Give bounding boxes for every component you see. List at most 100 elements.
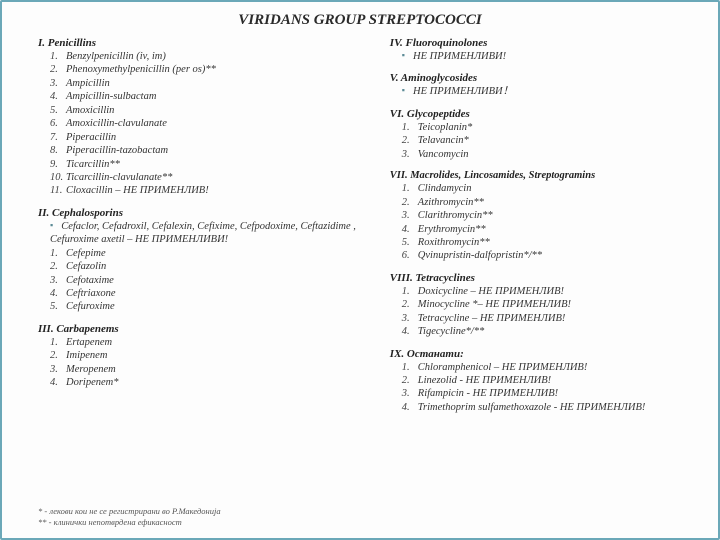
item-text: Roxithromycin** bbox=[418, 237, 490, 248]
list-item: 5.Roxithromycin** bbox=[402, 236, 690, 249]
item-number: 3. bbox=[402, 209, 418, 222]
item-number: 3. bbox=[50, 363, 66, 376]
item-text: Benzylpenicillin (iv, im) bbox=[66, 51, 166, 62]
list-item: 8.Piperacillin-tazobactam bbox=[50, 144, 370, 157]
item-text: Piperacillin-tazobactam bbox=[66, 145, 168, 156]
item-number: 5. bbox=[50, 300, 66, 313]
footnote-line: ** - клинички непотврдена ефикасност bbox=[38, 517, 221, 528]
list-item: 3.Ampicillin bbox=[50, 77, 370, 90]
list-item: 6.Qvinupristin-dalfopristin*/** bbox=[402, 249, 690, 262]
section: VII. Macrolides, Lincosamides, Streptogr… bbox=[390, 170, 690, 263]
item-text: Meropenem bbox=[66, 364, 116, 375]
item-text: Ertapenem bbox=[66, 337, 112, 348]
item-number: 10. bbox=[50, 171, 66, 184]
item-text: Piperacillin bbox=[66, 132, 116, 143]
item-number: 2. bbox=[402, 196, 418, 209]
item-text: Clarithromycin** bbox=[418, 210, 493, 221]
footnote-line: * - лекови кои не се регистрирани во Р.М… bbox=[38, 506, 221, 517]
section: VI. Glycopeptides1.Teicoplanin*2.Telavan… bbox=[390, 108, 690, 161]
numbered-list: 1.Doxicycline – НЕ ПРИМЕНЛИВ!2.Minocycli… bbox=[390, 285, 690, 339]
list-item: 3.Rifampicin - НЕ ПРИМЕНЛИВ! bbox=[402, 387, 690, 400]
list-item: 3.Vancomycin bbox=[402, 148, 690, 161]
item-number: 2. bbox=[402, 134, 418, 147]
bulleted-list: НЕ ПРИМЕНЛИВИ！ bbox=[390, 85, 690, 98]
item-text: Doxicycline – НЕ ПРИМЕНЛИВ! bbox=[418, 286, 564, 297]
list-item: 2.Minocycline *– НЕ ПРИМЕНЛИВ! bbox=[402, 298, 690, 311]
list-item: 10.Ticarcillin-clavulanate** bbox=[50, 171, 370, 184]
section-heading: VI. Glycopeptides bbox=[390, 108, 690, 120]
right-column: IV. FluoroquinolonesНЕ ПРИМЕНЛИВИ! V. Ami… bbox=[390, 37, 690, 423]
item-number: 2. bbox=[50, 63, 66, 76]
list-item: 7.Piperacillin bbox=[50, 131, 370, 144]
item-number: 7. bbox=[50, 131, 66, 144]
list-item: 2.Azithromycin** bbox=[402, 196, 690, 209]
section: IV. FluoroquinolonesНЕ ПРИМЕНЛИВИ! bbox=[390, 37, 690, 63]
item-text: Ticarcillin-clavulanate** bbox=[66, 172, 172, 183]
item-text: Ampicillin-sulbactam bbox=[66, 91, 156, 102]
section-heading: II. Cephalosporins bbox=[38, 207, 370, 219]
item-text: Linezolid - НЕ ПРИМЕНЛИВ! bbox=[418, 375, 551, 386]
item-number: 9. bbox=[50, 158, 66, 171]
list-item: 4.Ceftriaxone bbox=[50, 287, 370, 300]
list-item: 4.Ampicillin-sulbactam bbox=[50, 90, 370, 103]
list-item: 3.Clarithromycin** bbox=[402, 209, 690, 222]
list-item: 4.Doripenem* bbox=[50, 376, 370, 389]
list-item: 1.Chloramphenicol – НЕ ПРИМЕНЛИВ! bbox=[402, 361, 690, 374]
section: V. AminoglycosidesНЕ ПРИМЕНЛИВИ！ bbox=[390, 72, 690, 98]
list-item: 2.Imipenem bbox=[50, 349, 370, 362]
list-item: 6.Amoxicillin-clavulanate bbox=[50, 117, 370, 130]
numbered-list: 1.Teicoplanin*2.Telavancin*3.Vancomycin bbox=[390, 121, 690, 161]
item-number: 4. bbox=[402, 401, 418, 414]
item-text: Imipenem bbox=[66, 350, 107, 361]
item-number: 2. bbox=[402, 298, 418, 311]
item-number: 3. bbox=[402, 312, 418, 325]
section: VIII. Tetracyclines1.Doxicycline – НЕ ПР… bbox=[390, 272, 690, 339]
item-text: Vancomycin bbox=[418, 149, 469, 160]
item-number: 6. bbox=[402, 249, 418, 262]
list-item: 11.Cloxacillin – НЕ ПРИМЕНЛИВ! bbox=[50, 184, 370, 197]
item-number: 3. bbox=[402, 387, 418, 400]
item-text: Amoxicillin-clavulanate bbox=[66, 118, 167, 129]
item-text: Tigecycline*/** bbox=[418, 326, 484, 337]
bulleted-list: НЕ ПРИМЕНЛИВИ! bbox=[390, 50, 690, 63]
numbered-list: 1.Benzylpenicillin (iv, im)2.Phenoxymeth… bbox=[38, 50, 370, 198]
section-heading: VIII. Tetracyclines bbox=[390, 272, 690, 284]
bulleted-list: Cefaclor, Cefadroxil, Cefalexin, Cefixim… bbox=[38, 220, 370, 247]
item-text: Trimethoprim sulfamethoxazole - НЕ ПРИМЕ… bbox=[418, 402, 646, 413]
section: III. Carbapenems1.Ertapenem2.Imipenem3.M… bbox=[38, 323, 370, 390]
item-number: 1. bbox=[402, 285, 418, 298]
list-item: 1.Doxicycline – НЕ ПРИМЕНЛИВ! bbox=[402, 285, 690, 298]
item-text: Minocycline *– НЕ ПРИМЕНЛИВ! bbox=[418, 299, 571, 310]
item-number: 5. bbox=[50, 104, 66, 117]
item-text: Ticarcillin** bbox=[66, 159, 120, 170]
list-item: 5.Amoxicillin bbox=[50, 104, 370, 117]
item-number: 5. bbox=[402, 236, 418, 249]
section-heading: IX. Останати: bbox=[390, 348, 690, 360]
list-item: 4.Tigecycline*/** bbox=[402, 325, 690, 338]
item-text: Cefazolin bbox=[66, 261, 106, 272]
item-text: Cloxacillin – НЕ ПРИМЕНЛИВ! bbox=[66, 185, 209, 196]
list-item: 1.Teicoplanin* bbox=[402, 121, 690, 134]
item-text: Teicoplanin* bbox=[418, 122, 472, 133]
item-number: 3. bbox=[50, 77, 66, 90]
list-item: 3.Tetracycline – НЕ ПРИМЕНЛИВ! bbox=[402, 312, 690, 325]
item-text: Rifampicin - НЕ ПРИМЕНЛИВ! bbox=[418, 388, 558, 399]
item-number: 4. bbox=[50, 287, 66, 300]
numbered-list: 1.Cefepime2.Cefazolin3.Cefotaxime4.Ceftr… bbox=[38, 247, 370, 314]
list-item: 1.Cefepime bbox=[50, 247, 370, 260]
item-text: Ampicillin bbox=[66, 78, 110, 89]
item-text: Cefepime bbox=[66, 248, 106, 259]
item-number: 3. bbox=[402, 148, 418, 161]
content-area: I. Penicillins1.Benzylpenicillin (iv, im… bbox=[2, 35, 718, 423]
section: II. CephalosporinsCefaclor, Cefadroxil, … bbox=[38, 207, 370, 314]
list-item: 9.Ticarcillin** bbox=[50, 158, 370, 171]
numbered-list: 1.Chloramphenicol – НЕ ПРИМЕНЛИВ!2.Linez… bbox=[390, 361, 690, 415]
item-text: Ceftriaxone bbox=[66, 288, 116, 299]
item-text: Qvinupristin-dalfopristin*/** bbox=[418, 250, 542, 261]
item-text: Cefotaxime bbox=[66, 275, 114, 286]
item-number: 1. bbox=[50, 336, 66, 349]
list-item: 2.Telavancin* bbox=[402, 134, 690, 147]
list-item: 2.Cefazolin bbox=[50, 260, 370, 273]
item-number: 4. bbox=[402, 223, 418, 236]
item-text: Doripenem* bbox=[66, 377, 119, 388]
